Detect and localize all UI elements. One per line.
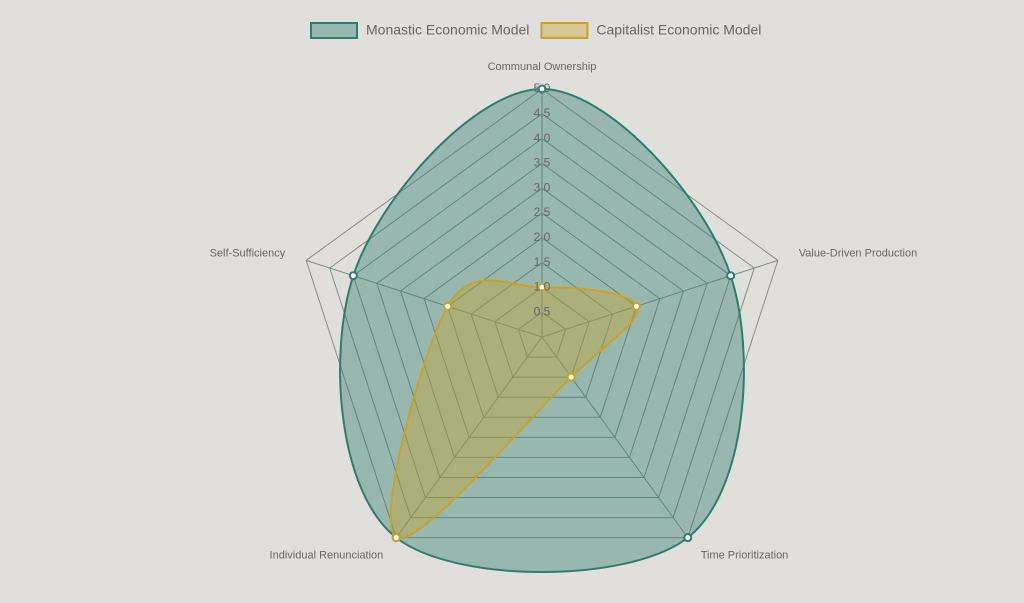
category-label: Communal Ownership — [488, 61, 597, 73]
category-label: Self-Sufficiency — [210, 247, 286, 259]
grid-ring — [399, 187, 685, 458]
data-point — [566, 372, 576, 382]
spoke — [541, 336, 689, 538]
legend-swatch[interactable] — [310, 22, 358, 39]
category-label: Time Prioritization — [701, 549, 789, 561]
tick-label: 2.0 — [534, 230, 551, 244]
tick-label: 1.0 — [534, 280, 551, 294]
legend-swatch[interactable] — [540, 22, 589, 39]
tick-label: 1.5 — [534, 255, 551, 269]
grid-ring — [305, 88, 779, 539]
data-point — [537, 84, 547, 94]
grid-ring — [470, 261, 614, 398]
grid-ring — [423, 212, 661, 438]
category-label: Value-Driven Production — [799, 247, 917, 259]
tick-label: 4.0 — [534, 131, 551, 145]
category-label: Individual Renunciation — [270, 549, 384, 561]
data-point — [391, 533, 401, 543]
tick-label: 3.0 — [534, 180, 551, 194]
grid-ring — [376, 162, 708, 478]
data-point — [443, 301, 453, 311]
grid-ring — [517, 311, 567, 358]
tick-label: 5.0 — [534, 81, 551, 95]
grid-ring — [352, 137, 732, 499]
grid-ring — [494, 286, 590, 378]
data-point — [348, 271, 358, 281]
tick-label: 2.5 — [534, 205, 551, 219]
series-area — [339, 87, 745, 574]
data-point — [537, 282, 547, 292]
tick-label: 3.5 — [534, 156, 551, 170]
grid-ring — [329, 113, 755, 519]
tick-label: 0.5 — [534, 304, 551, 318]
spoke — [395, 336, 543, 538]
data-point — [726, 271, 736, 281]
legend-label[interactable]: Monastic Economic Model — [366, 22, 529, 38]
spoke — [541, 259, 779, 338]
spoke — [305, 259, 543, 338]
legend-label[interactable]: Capitalist Economic Model — [596, 22, 761, 38]
data-point — [631, 301, 641, 311]
tick-label: 4.5 — [534, 106, 551, 120]
data-point — [683, 533, 693, 543]
